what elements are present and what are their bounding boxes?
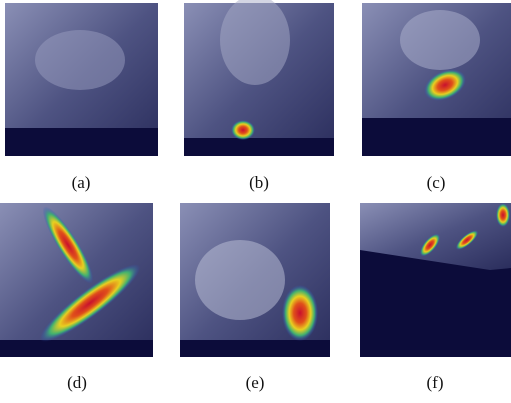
panel-image (5, 3, 158, 156)
caption: (d) (67, 373, 87, 392)
panel-image (360, 203, 511, 357)
figure: (a) (b) (c) (d) (e) (f) (0, 0, 511, 398)
panel-image (184, 0, 334, 156)
caption: (f) (427, 373, 444, 392)
caption: (a) (72, 173, 91, 192)
page: {"panels": [{"label": "(a)"}, {"label": … (0, 0, 511, 398)
caption: (e) (246, 373, 265, 392)
panel-image (0, 202, 153, 357)
panel-image (180, 203, 330, 357)
caption: (c) (427, 173, 446, 192)
panel-image (362, 3, 511, 156)
caption: (b) (249, 173, 269, 192)
